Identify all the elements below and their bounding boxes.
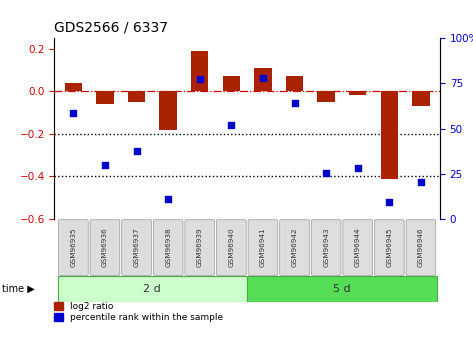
Text: GDS2566 / 6337: GDS2566 / 6337 (54, 20, 168, 34)
Point (164, 196, 172, 201)
FancyBboxPatch shape (217, 220, 246, 275)
FancyBboxPatch shape (280, 220, 309, 275)
Text: GSM96944: GSM96944 (355, 228, 361, 267)
Point (417, 179, 425, 184)
Point (228, 122, 235, 128)
FancyBboxPatch shape (185, 220, 215, 275)
Point (291, 100, 298, 106)
Point (385, 199, 393, 205)
Bar (286, 76, 303, 91)
Point (354, 165, 361, 171)
Bar (128, 91, 145, 102)
Text: GSM96940: GSM96940 (228, 228, 234, 267)
Bar (381, 91, 398, 179)
Bar (247, 276, 437, 302)
FancyBboxPatch shape (406, 220, 436, 275)
Bar (412, 91, 429, 106)
Point (70, 111, 77, 116)
Text: GSM96936: GSM96936 (102, 228, 108, 267)
FancyBboxPatch shape (248, 220, 278, 275)
Text: GSM96943: GSM96943 (323, 228, 329, 267)
FancyBboxPatch shape (375, 220, 404, 275)
Text: 5 d: 5 d (333, 284, 351, 294)
FancyBboxPatch shape (59, 220, 88, 275)
Bar (317, 91, 335, 102)
Text: 2 d: 2 d (143, 284, 161, 294)
Point (259, 75, 267, 80)
Text: GSM96945: GSM96945 (386, 228, 392, 267)
Bar (58, 276, 247, 302)
Text: GSM96946: GSM96946 (418, 228, 424, 267)
FancyBboxPatch shape (122, 220, 151, 275)
Point (133, 148, 140, 154)
Text: GSM96938: GSM96938 (165, 228, 171, 267)
Bar (159, 91, 177, 130)
Text: GSM96937: GSM96937 (133, 228, 140, 267)
Text: time ▶: time ▶ (2, 284, 35, 294)
Legend: log2 ratio, percentile rank within the sample: log2 ratio, percentile rank within the s… (54, 302, 223, 322)
FancyBboxPatch shape (311, 220, 341, 275)
Bar (223, 76, 240, 91)
FancyBboxPatch shape (153, 220, 183, 275)
Bar (65, 83, 82, 91)
Bar (96, 91, 114, 104)
Bar (191, 51, 209, 91)
FancyBboxPatch shape (90, 220, 120, 275)
FancyBboxPatch shape (343, 220, 373, 275)
Bar (254, 68, 272, 91)
Point (101, 162, 109, 167)
Point (196, 77, 203, 82)
Text: GSM96939: GSM96939 (197, 228, 203, 267)
Point (323, 170, 330, 176)
Bar (349, 91, 367, 96)
Text: GSM96941: GSM96941 (260, 228, 266, 267)
Text: GSM96942: GSM96942 (291, 228, 298, 267)
Text: GSM96935: GSM96935 (70, 228, 76, 267)
